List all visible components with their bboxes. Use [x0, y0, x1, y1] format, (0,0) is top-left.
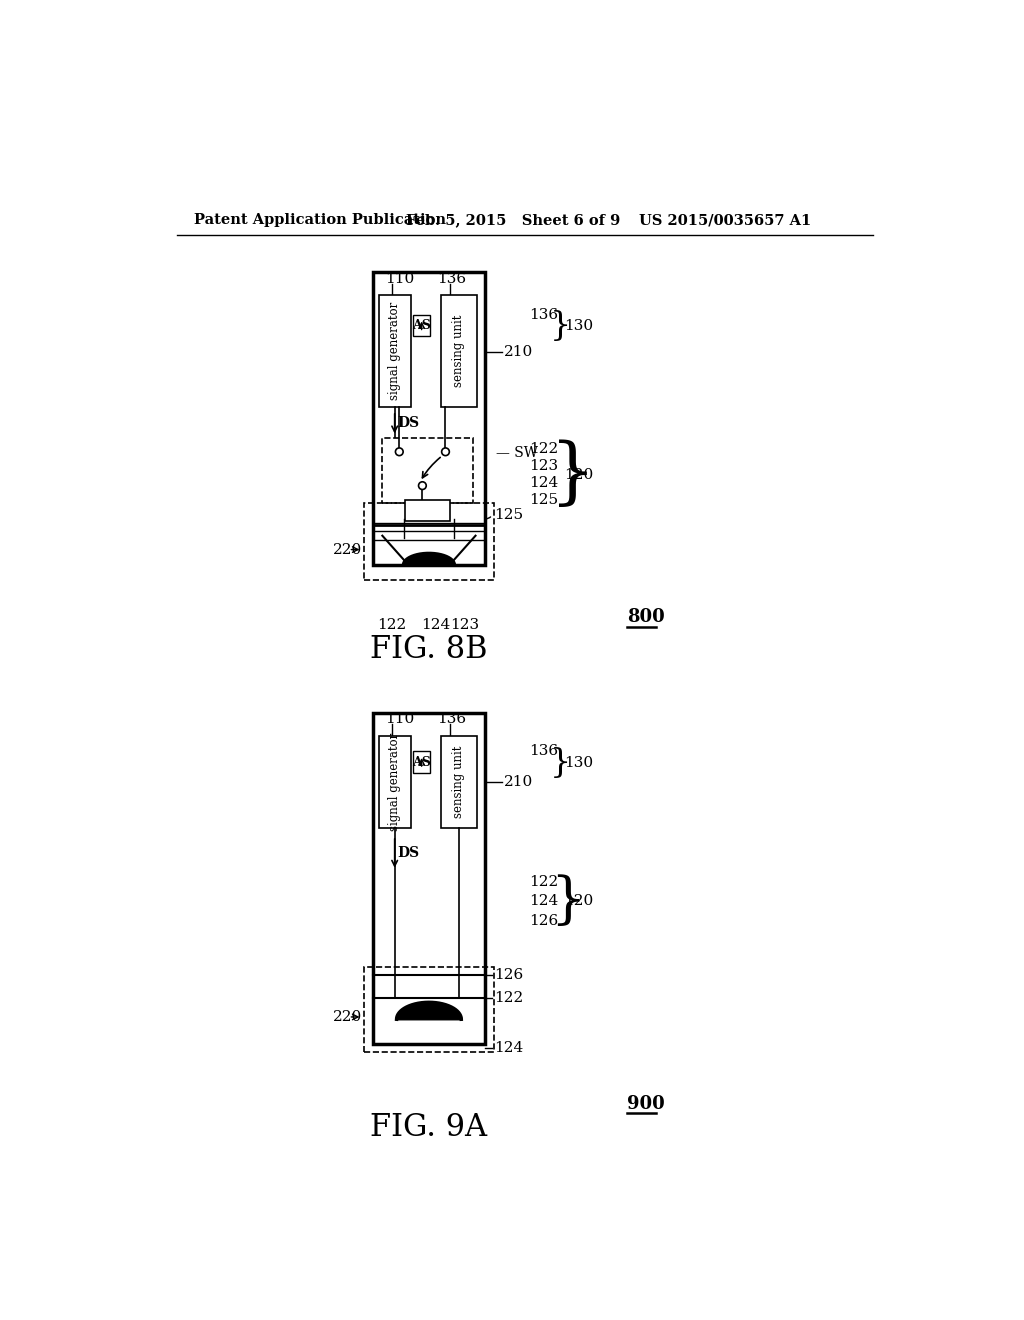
Text: sensing unit: sensing unit	[453, 315, 466, 388]
Bar	[441, 737, 477, 829]
Text: 110: 110	[385, 272, 414, 285]
Text: DS: DS	[397, 416, 420, 430]
Text: 136: 136	[437, 711, 466, 726]
Text: 130: 130	[564, 756, 593, 770]
Bar	[379, 296, 411, 407]
Text: 800: 800	[628, 609, 665, 626]
Text: 126: 126	[528, 913, 558, 928]
Text: 120: 120	[564, 895, 593, 908]
Text: 900: 900	[628, 1096, 665, 1113]
Text: 120: 120	[564, 467, 593, 482]
Bar	[413, 314, 430, 337]
Text: }: }	[550, 747, 571, 779]
Bar	[379, 737, 411, 829]
Text: 124: 124	[494, 1040, 523, 1055]
Text: Patent Application Publication: Patent Application Publication	[195, 213, 446, 227]
Bar	[373, 713, 484, 1044]
Text: 126: 126	[494, 968, 523, 982]
Text: 210: 210	[504, 775, 534, 789]
Text: Feb. 5, 2015   Sheet 6 of 9: Feb. 5, 2015 Sheet 6 of 9	[407, 213, 621, 227]
Bar	[373, 272, 484, 565]
Text: 124: 124	[421, 618, 451, 632]
Bar	[441, 296, 477, 407]
Text: }: }	[550, 310, 571, 342]
Text: 136: 136	[528, 308, 558, 322]
Text: 110: 110	[385, 711, 414, 726]
Text: 125: 125	[494, 508, 523, 521]
Circle shape	[441, 447, 450, 455]
Text: FIG. 9A: FIG. 9A	[371, 1111, 487, 1143]
Circle shape	[395, 447, 403, 455]
Text: signal generator: signal generator	[388, 302, 401, 400]
Text: 136: 136	[437, 272, 466, 285]
Text: 122: 122	[494, 991, 523, 1005]
Text: AS: AS	[413, 755, 431, 768]
Text: 210: 210	[504, 345, 534, 359]
Text: DS: DS	[397, 846, 420, 859]
Text: signal generator: signal generator	[388, 733, 401, 832]
Text: }: }	[550, 440, 596, 510]
Text: 122: 122	[528, 442, 558, 457]
Text: 124: 124	[528, 895, 558, 908]
Text: 136: 136	[528, 744, 558, 758]
Text: 122: 122	[377, 618, 407, 632]
Text: sensing unit: sensing unit	[453, 746, 466, 818]
Text: US 2015/0035657 A1: US 2015/0035657 A1	[639, 213, 811, 227]
Bar	[382, 438, 473, 503]
Text: 220: 220	[333, 543, 362, 557]
Text: — SW: — SW	[497, 446, 539, 461]
Text: FIG. 8B: FIG. 8B	[371, 634, 487, 665]
Bar	[413, 751, 430, 774]
Bar	[406, 499, 451, 521]
Text: }: }	[550, 874, 586, 929]
Text: AS: AS	[413, 319, 431, 333]
Text: 124: 124	[528, 477, 558, 490]
Text: 123: 123	[451, 618, 479, 632]
Text: 220: 220	[333, 1010, 362, 1024]
Bar	[364, 966, 494, 1052]
Text: 130: 130	[564, 319, 593, 333]
Circle shape	[419, 482, 426, 490]
Text: 123: 123	[528, 459, 558, 474]
Text: 125: 125	[528, 494, 558, 507]
Bar	[364, 503, 494, 581]
Text: 122: 122	[528, 875, 558, 890]
